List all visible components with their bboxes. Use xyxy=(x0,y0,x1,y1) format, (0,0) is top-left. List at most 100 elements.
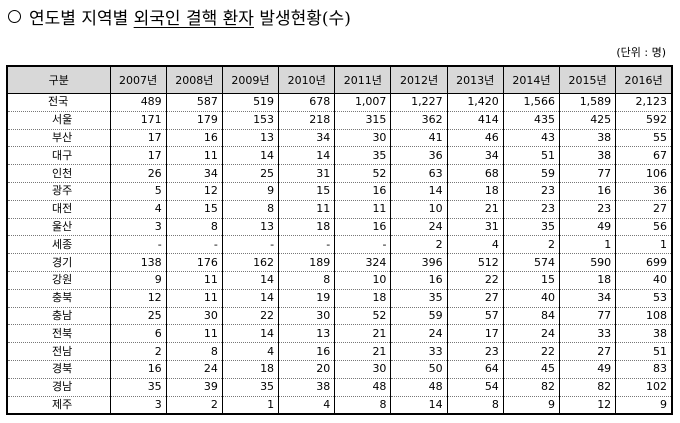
value-cell: 16 xyxy=(390,271,448,290)
table-row: 제주 3 2 1 4 8 14 8 9 12 9 xyxy=(7,396,672,415)
value-cell: 2 xyxy=(390,235,448,255)
value-cell: 53 xyxy=(615,289,672,308)
value-cell: 84 xyxy=(502,307,560,326)
value-cell: 179 xyxy=(165,111,223,130)
value-cell: - xyxy=(221,235,279,255)
value-cell: 4 xyxy=(109,200,167,219)
value-cell: 24 xyxy=(390,218,448,237)
value-cell: 34 xyxy=(558,289,616,308)
value-cell: 36 xyxy=(615,182,672,201)
header-year: 2014년 xyxy=(502,66,560,94)
region-cell: 울산 xyxy=(7,218,110,237)
value-cell: 16 xyxy=(278,342,335,361)
value-cell: 13 xyxy=(278,324,335,344)
value-cell: 324 xyxy=(334,253,391,272)
region-cell: 광주 xyxy=(7,182,110,201)
value-cell: 435 xyxy=(502,111,560,130)
value-cell: 22 xyxy=(446,271,504,290)
value-cell: 35 xyxy=(334,146,391,166)
value-cell: 31 xyxy=(446,218,504,237)
value-cell: 77 xyxy=(558,164,616,183)
value-cell: 16 xyxy=(109,360,167,379)
value-cell: 49 xyxy=(558,360,616,379)
table-row: 경기 138 176 162 189 324 396 512 574 590 699 xyxy=(7,253,672,272)
value-cell: 67 xyxy=(615,146,672,166)
region-cell: 인천 xyxy=(7,164,110,183)
value-cell: 14 xyxy=(221,289,279,308)
value-cell: 4 xyxy=(221,342,279,361)
table-row: 경남 35 39 35 38 48 48 54 82 82 102 xyxy=(7,378,672,397)
table-row: 서울 171 179 153 218 315 362 414 435 425 592 xyxy=(7,111,672,130)
value-cell: - xyxy=(109,235,167,255)
value-cell: 14 xyxy=(221,146,279,166)
header-year: 2013년 xyxy=(446,66,504,94)
header-year: 2008년 xyxy=(165,66,223,94)
table-row: 광주 5 12 9 15 16 14 18 23 16 36 xyxy=(7,182,672,201)
value-cell: 8 xyxy=(278,271,335,290)
header-year: 2011년 xyxy=(334,66,391,94)
value-cell: 38 xyxy=(278,378,335,397)
value-cell: 592 xyxy=(615,111,672,130)
region-cell: 부산 xyxy=(7,129,110,148)
value-cell: 77 xyxy=(558,307,616,326)
value-cell: 31 xyxy=(278,164,335,183)
region-cell: 서울 xyxy=(7,111,110,130)
value-cell: 574 xyxy=(502,253,560,272)
value-cell: 12 xyxy=(165,182,223,201)
table-row: 충북 12 11 14 19 18 35 27 40 34 53 xyxy=(7,289,672,308)
value-cell: 54 xyxy=(446,378,504,397)
region-cell: 경북 xyxy=(7,360,110,379)
value-cell: 17 xyxy=(109,146,167,166)
circle-bullet-icon xyxy=(8,10,21,23)
value-cell: 30 xyxy=(278,307,335,326)
value-cell: 1 xyxy=(221,396,279,415)
value-cell: 12 xyxy=(109,289,167,308)
value-cell: 39 xyxy=(165,378,223,397)
value-cell: 15 xyxy=(278,182,335,201)
value-cell: 315 xyxy=(334,111,391,130)
value-cell: 22 xyxy=(221,307,279,326)
header-row: 구분 2007년 2008년 2009년 2010년 2011년 2012년 2013년 201… xyxy=(7,66,672,94)
value-cell: 35 xyxy=(221,378,279,397)
value-cell: 14 xyxy=(221,271,279,290)
value-cell: 57 xyxy=(446,307,504,326)
region-cell: 대전 xyxy=(7,200,110,219)
value-cell: 8 xyxy=(165,218,223,237)
value-cell: 9 xyxy=(109,271,167,290)
value-cell: 41 xyxy=(390,129,448,148)
value-cell: 34 xyxy=(165,164,223,183)
value-cell: 34 xyxy=(446,146,504,166)
value-cell: 59 xyxy=(502,164,560,183)
table-row: 울산 3 8 13 18 16 24 31 35 49 56 xyxy=(7,218,672,237)
value-cell: 1,227 xyxy=(390,93,448,112)
region-cell: 세종 xyxy=(7,235,110,255)
value-cell: - xyxy=(334,235,391,255)
table-row: 전북 6 11 14 13 21 24 17 24 33 38 xyxy=(7,324,672,344)
value-cell: 16 xyxy=(165,129,223,148)
value-cell: 33 xyxy=(390,342,448,361)
value-cell: 14 xyxy=(390,396,448,415)
page-title: 연도별 지역별 외국인 결핵 환자 발생현황(수) xyxy=(8,4,351,29)
value-cell: 52 xyxy=(334,164,391,183)
value-cell: 35 xyxy=(502,218,560,237)
value-cell: 9 xyxy=(221,182,279,201)
value-cell: 512 xyxy=(446,253,504,272)
region-cell: 강원 xyxy=(7,271,110,290)
value-cell: 8 xyxy=(334,396,391,415)
value-cell: 1 xyxy=(615,235,672,255)
value-cell: 46 xyxy=(446,129,504,148)
value-cell: 63 xyxy=(390,164,448,183)
value-cell: 425 xyxy=(558,111,616,130)
region-cell: 충북 xyxy=(7,289,110,308)
value-cell: 24 xyxy=(390,324,448,344)
value-cell: 189 xyxy=(278,253,335,272)
value-cell: 108 xyxy=(615,307,672,326)
title-underlined: 외국인 결핵 환자 xyxy=(133,9,254,29)
value-cell: 38 xyxy=(558,146,616,166)
value-cell: 396 xyxy=(390,253,448,272)
table-row: 경북 16 24 18 20 30 50 64 45 49 83 xyxy=(7,360,672,379)
table-row: 강원 9 11 14 8 10 16 22 15 18 40 xyxy=(7,271,672,290)
value-cell: 6 xyxy=(109,324,167,344)
value-cell: 18 xyxy=(446,182,504,201)
value-cell: 16 xyxy=(334,218,391,237)
